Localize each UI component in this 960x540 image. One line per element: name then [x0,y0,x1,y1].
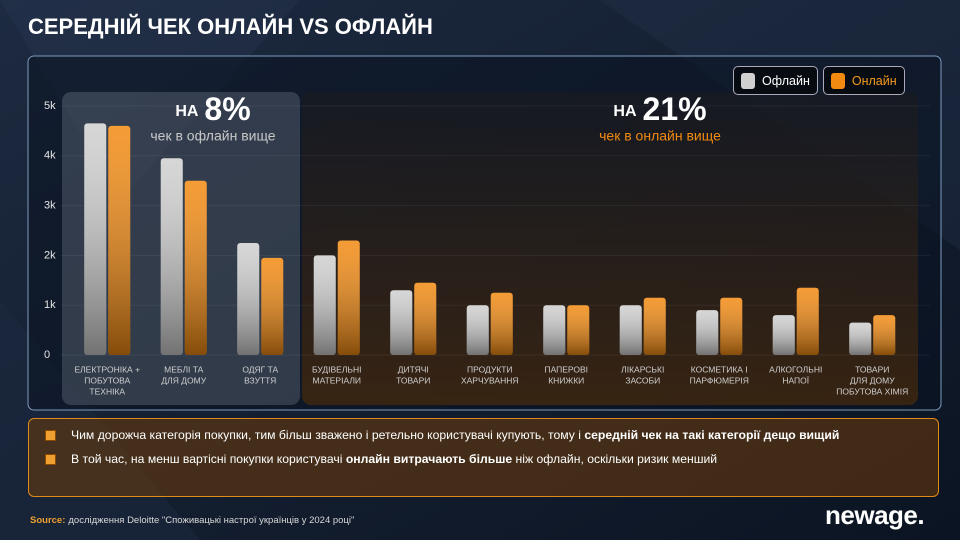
x-tick-label: ДЛЯ ДОМУ [850,375,895,385]
annotation-value: 21% [643,91,707,127]
notes-box: Чим дорожча категорія покупки, тим більш… [28,418,939,497]
x-tick-label: ОДЯГ ТА [242,364,278,374]
annotation-text: чек в офлайн вище [150,128,275,144]
legend: Офлайн Онлайн [733,66,905,95]
bar-shade [160,158,183,355]
source: Source: дослідження Deloitte "Споживацькі… [30,515,354,526]
legend-swatch [830,72,845,89]
x-tick-label: ХАРЧУВАННЯ [461,375,519,385]
legend-item: Онлайн [822,66,905,95]
bar-shade [696,310,719,355]
bar-shade [490,292,513,355]
x-tick-label: ТОВАРИ [396,375,430,385]
source-text: дослідження Deloitte "Споживацькі настро… [68,515,355,526]
x-tick-label: ТОВАРИ [855,364,889,374]
bar-shade [237,242,260,355]
legend-swatch [741,72,755,89]
x-tick-label: МЕБЛІ ТА [164,364,204,374]
bar-shade [390,290,413,355]
x-tick-label: КОСМЕТИКА І [691,364,748,374]
bullet-text: ніж офлайн, оскільки ризик менший [512,452,718,466]
bar-shade [567,305,590,355]
x-tick-label: ПОБУТОВА ХІМІЯ [836,386,908,396]
y-tick-label: 1k [44,299,56,311]
bar-shade [337,240,360,355]
x-tick-label: АЛКОГОЛЬНІ [769,364,822,374]
bar-shade [84,123,107,356]
x-tick-label: ПАРФЮМЕРІЯ [690,375,749,385]
bar-shade [873,315,896,355]
y-tick-label: 0 [44,349,50,361]
bullet: В той час, на менш вартісні покупки кори… [45,451,924,467]
x-tick-label: КНИЖКИ [548,375,584,385]
source-label: Source: [30,515,66,526]
bullet-text: В той час, на менш вартісні покупки кори… [71,452,346,466]
x-tick-label: МАТЕРІАЛИ [312,375,361,385]
x-tick-label: НАПОЇ [782,375,809,385]
annotation-headline: НА 8% [175,91,250,127]
bar-shade [643,297,666,355]
x-tick-label: ДЛЯ ДОМУ [161,375,206,385]
legend-label: Онлайн [851,73,897,88]
bullet-text: Чим дорожча категорія покупки, тим більш… [71,428,585,442]
bar-shade [796,287,819,355]
bar-shade [414,282,437,355]
y-tick-label: 5k [44,100,56,112]
bar-shade [619,305,642,355]
legend-label: Офлайн [762,73,810,88]
bar-shade [543,305,566,355]
legend-item: Офлайн [733,66,818,95]
bullet-text: середній чек на такі категорії дещо вищи… [584,428,840,442]
bar-shade [184,180,207,355]
bar-shade [108,125,131,355]
x-tick-label: ЕЛЕКТРОНІКА + [74,364,140,374]
annotation-prefix: НА [613,103,637,120]
bar-shade [720,297,743,355]
x-tick-label: ТЕХНІКА [89,386,125,396]
x-tick-label: ЛІКАРСЬКІ [621,364,664,374]
annotation-value: 8% [204,91,250,127]
x-tick-label: ЗАСОБИ [625,375,660,385]
bar-shade [313,255,336,355]
y-tick-label: 3k [44,200,56,212]
highlight-panel [302,92,918,405]
annotation-prefix: НА [175,103,199,120]
logo: newage. [825,500,925,530]
annotation-text: чек в онлайн вище [599,128,721,144]
x-tick-label: ПРОДУКТИ [467,364,513,374]
title: СЕРЕДНІЙ ЧЕК ОНЛАЙН VS ОФЛАЙН [28,14,433,39]
y-tick-label: 4k [44,150,56,162]
x-tick-label: ПОБУТОВА [84,375,130,385]
x-tick-label: ПАПЕРОВІ [544,364,588,374]
annotation-headline: НА 21% [613,91,706,127]
bullet-text: онлайн витрачають більше [345,452,513,466]
bullet: Чим дорожча категорія покупки, тим більш… [45,427,924,443]
bar-shade [261,257,284,355]
x-tick-label: ДИТЯЧІ [398,364,429,374]
x-tick-label: ВЗУТТЯ [244,375,276,385]
y-tick-label: 2k [44,249,56,261]
x-tick-label: БУДІВЕЛЬНІ [312,364,362,374]
bar-shade [772,315,795,355]
bar-shade [849,322,872,355]
bar-shade [466,305,489,355]
